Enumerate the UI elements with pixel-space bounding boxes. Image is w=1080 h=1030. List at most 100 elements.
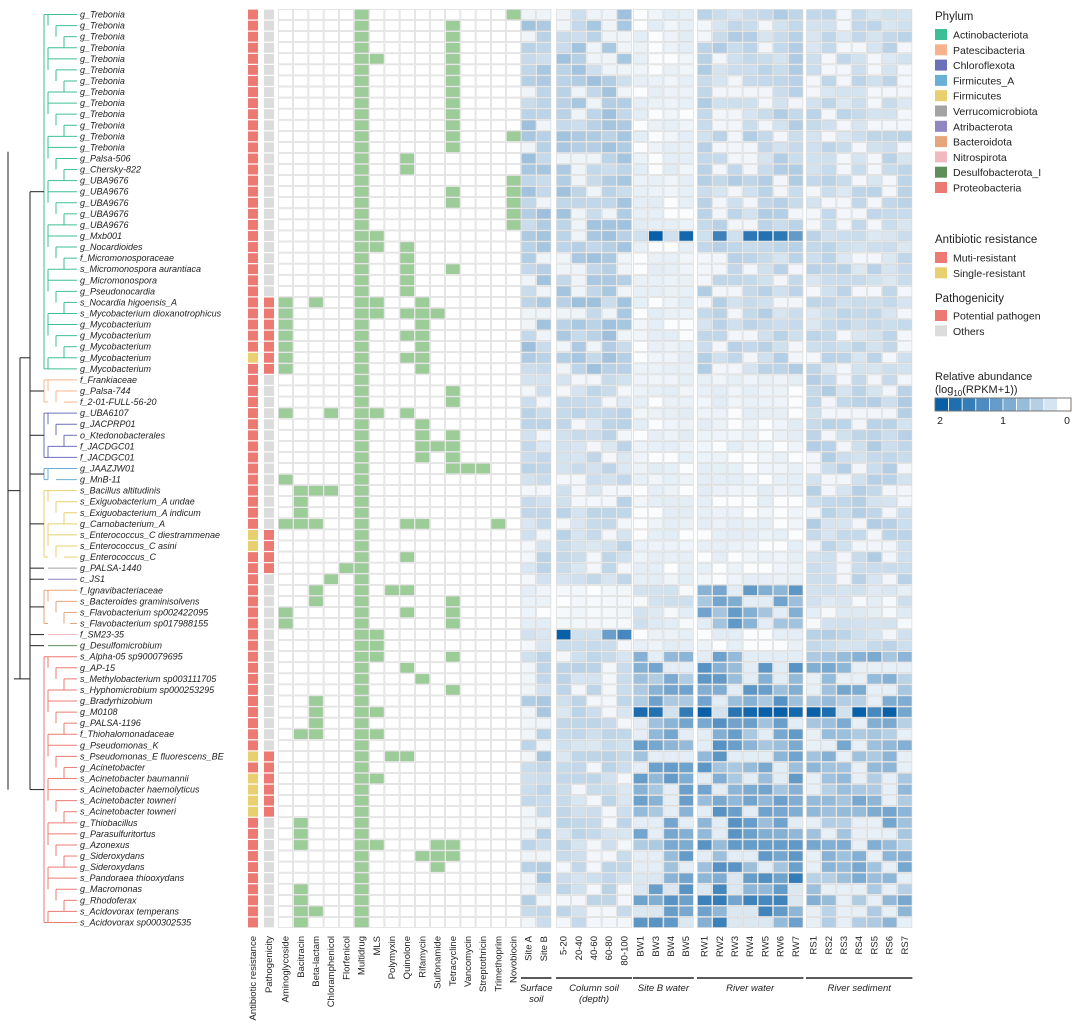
abundance-cell [586,906,602,917]
abundance-cell [663,717,679,729]
resistance-type-cell [278,562,293,574]
abundance-cell [571,31,587,43]
abundance-cell [521,219,536,231]
resistance-type-cell [308,540,324,552]
pathogenicity-cell [264,762,274,773]
abundance-cell [788,861,804,873]
legend-title-phylum: Phylum [935,11,973,23]
abundance-cell [742,584,758,596]
colorbar-step [1002,397,1018,412]
resistance-type-cell [445,86,461,98]
resistance-type-cell [399,407,415,419]
column-label: RS7 [900,936,911,954]
abundance-cell [616,441,632,452]
resistance-type-cell [475,562,491,574]
abundance-cell [536,773,552,784]
resistance-type-cell [475,728,491,740]
resistance-type-cell [308,130,324,142]
abundance-cell [586,507,602,519]
abundance-cell [897,673,913,685]
resistance-type-cell [384,9,400,20]
abundance-cell [821,75,837,87]
abundance-cell [836,784,852,795]
abundance-cell [866,529,882,541]
abundance-cell [788,429,804,441]
resistance-type-cell [414,108,430,120]
abundance-cell [536,175,552,186]
resistance-type-cell [384,241,400,253]
resistance-type-cell [475,662,491,674]
abundance-cell [663,540,679,552]
resistance-type-cell [338,540,354,552]
resistance-type-cell [490,463,506,474]
legend-swatch [935,90,947,102]
abundance-cell [648,175,664,186]
abundance-cell [633,828,648,840]
resistance-type-cell [338,551,354,563]
abundance-cell [601,551,617,563]
resistance-type-cell [308,9,324,20]
resistance-type-cell [414,175,430,186]
abundance-cell [556,562,571,574]
column-label: RW4 [745,936,756,957]
abundance-cell [757,573,773,585]
abundance-cell [571,706,587,718]
abundance-cell [712,573,728,585]
resistance-type-cell [460,739,476,751]
resistance-type-cell [338,806,354,818]
abundance-cell [897,629,913,640]
abundance-cell [678,108,694,120]
resistance-type-cell [460,86,476,98]
annotation-columns [248,9,274,928]
abundance-cell [866,286,882,297]
abundance-cell [821,529,837,541]
column-label: Quinolone [402,936,413,979]
abundance-cell [897,142,913,153]
abundance-cell [648,728,664,740]
row-label: g_UBA9676 [80,187,129,197]
abundance-cell [521,883,536,895]
abundance-cell [821,341,837,353]
abundance-cell [727,518,743,530]
abundance-cell [633,363,648,375]
abundance-cell [663,274,679,286]
abundance-cell [836,496,852,508]
abundance-cell [866,806,882,818]
resistance-type-cell [308,618,324,629]
resistance-type-cell [384,806,400,818]
abundance-cell [663,441,679,452]
abundance-cell [897,618,913,629]
group-label: Site B water [638,983,690,994]
resistance-type-cell [445,596,461,607]
abundance-cell [712,319,728,330]
resistance-type-cell [369,540,385,552]
abundance-cell [521,9,536,20]
abundance-cell [882,551,897,563]
resistance-type-cell [293,839,309,851]
abundance-cell [663,153,679,164]
abundance-cell [697,208,712,220]
resistance-type-cell [399,673,415,685]
resistance-type-cell [430,728,445,740]
abundance-cell [742,773,758,784]
abundance-cell [836,186,852,198]
column-label: Multidrug [357,936,368,975]
resistance-type-cell [323,573,339,585]
abundance-cell [773,584,788,596]
resistance-type-cell [430,518,445,530]
abundance-cell [788,651,804,663]
pathogenicity-cell [264,441,274,452]
abundance-cell [586,474,602,485]
abundance-cell [601,751,617,762]
resistance-type-cell [338,418,354,430]
abundance-cell [678,142,694,153]
abundance-cell [851,651,867,663]
abundance-cell [742,164,758,175]
abundance-cell [742,662,758,674]
row-label: g_AP-15 [80,663,116,673]
resistance-type-cell [323,252,339,264]
abundance-cell [806,208,821,220]
abundance-cell [678,894,694,906]
abundance-cell [788,540,804,552]
abundance-cell [897,31,913,43]
